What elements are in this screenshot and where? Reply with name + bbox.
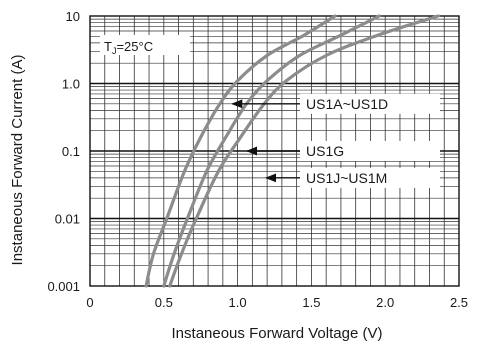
series-label: US1J~US1M [306, 170, 387, 186]
x-tick-label: 1.0 [229, 295, 247, 310]
y-tick-label: 0.1 [62, 144, 80, 159]
annotation-prefix: T [104, 39, 112, 54]
series-label-box [300, 167, 440, 188]
y-tick-label: 0.001 [47, 279, 80, 294]
y-tick-label: 1.0 [62, 77, 80, 92]
series-label: US1G [306, 143, 344, 159]
curve-series-1 [144, 14, 337, 288]
x-tick-label: 2.0 [376, 295, 394, 310]
y-tick-label: 0.01 [55, 212, 80, 227]
y-axis-label: Instaneous Forward Current (A) [9, 55, 26, 266]
x-axis-label: Instaneous Forward Voltage (V) [172, 325, 383, 342]
x-tick-label: 0.5 [155, 295, 173, 310]
series-labels: US1A~US1D US1G US1J~US1M [231, 93, 440, 188]
series-label-box [300, 93, 440, 114]
curves [144, 14, 440, 288]
x-tick-label: 2.5 [450, 295, 468, 310]
curve-series-2 [162, 14, 381, 288]
series-label-box [300, 141, 440, 161]
series-label: US1A~US1D [306, 96, 388, 112]
y-tick-label: 10 [66, 9, 80, 24]
x-tick-label: 0 [86, 295, 93, 310]
annotation-suffix: =25°C [116, 39, 153, 54]
plot-frame [89, 15, 460, 287]
temperature-annotation-box [100, 35, 190, 55]
curve-series-3 [168, 14, 440, 288]
x-tick-label: 1.5 [302, 295, 320, 310]
temperature-annotation: TJ=25°C [100, 35, 190, 56]
annotation-subscript: J [112, 46, 117, 56]
svg-text:TJ=25°C: TJ=25°C [104, 39, 153, 56]
tick-labels: 0 0.5 1.0 1.5 2.0 2.5 0.001 0.01 0.1 1.0 10 [47, 9, 468, 310]
